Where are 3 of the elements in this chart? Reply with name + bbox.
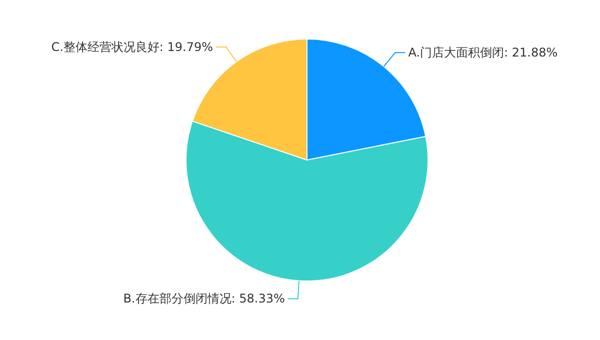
slice-label: A.门店大面积倒闭: 21.88% [408, 46, 558, 60]
slice-label: B.存在部分倒闭情况: 58.33% [123, 292, 285, 306]
slice-label: C.整体经营状况良好: 19.79% [51, 40, 214, 54]
